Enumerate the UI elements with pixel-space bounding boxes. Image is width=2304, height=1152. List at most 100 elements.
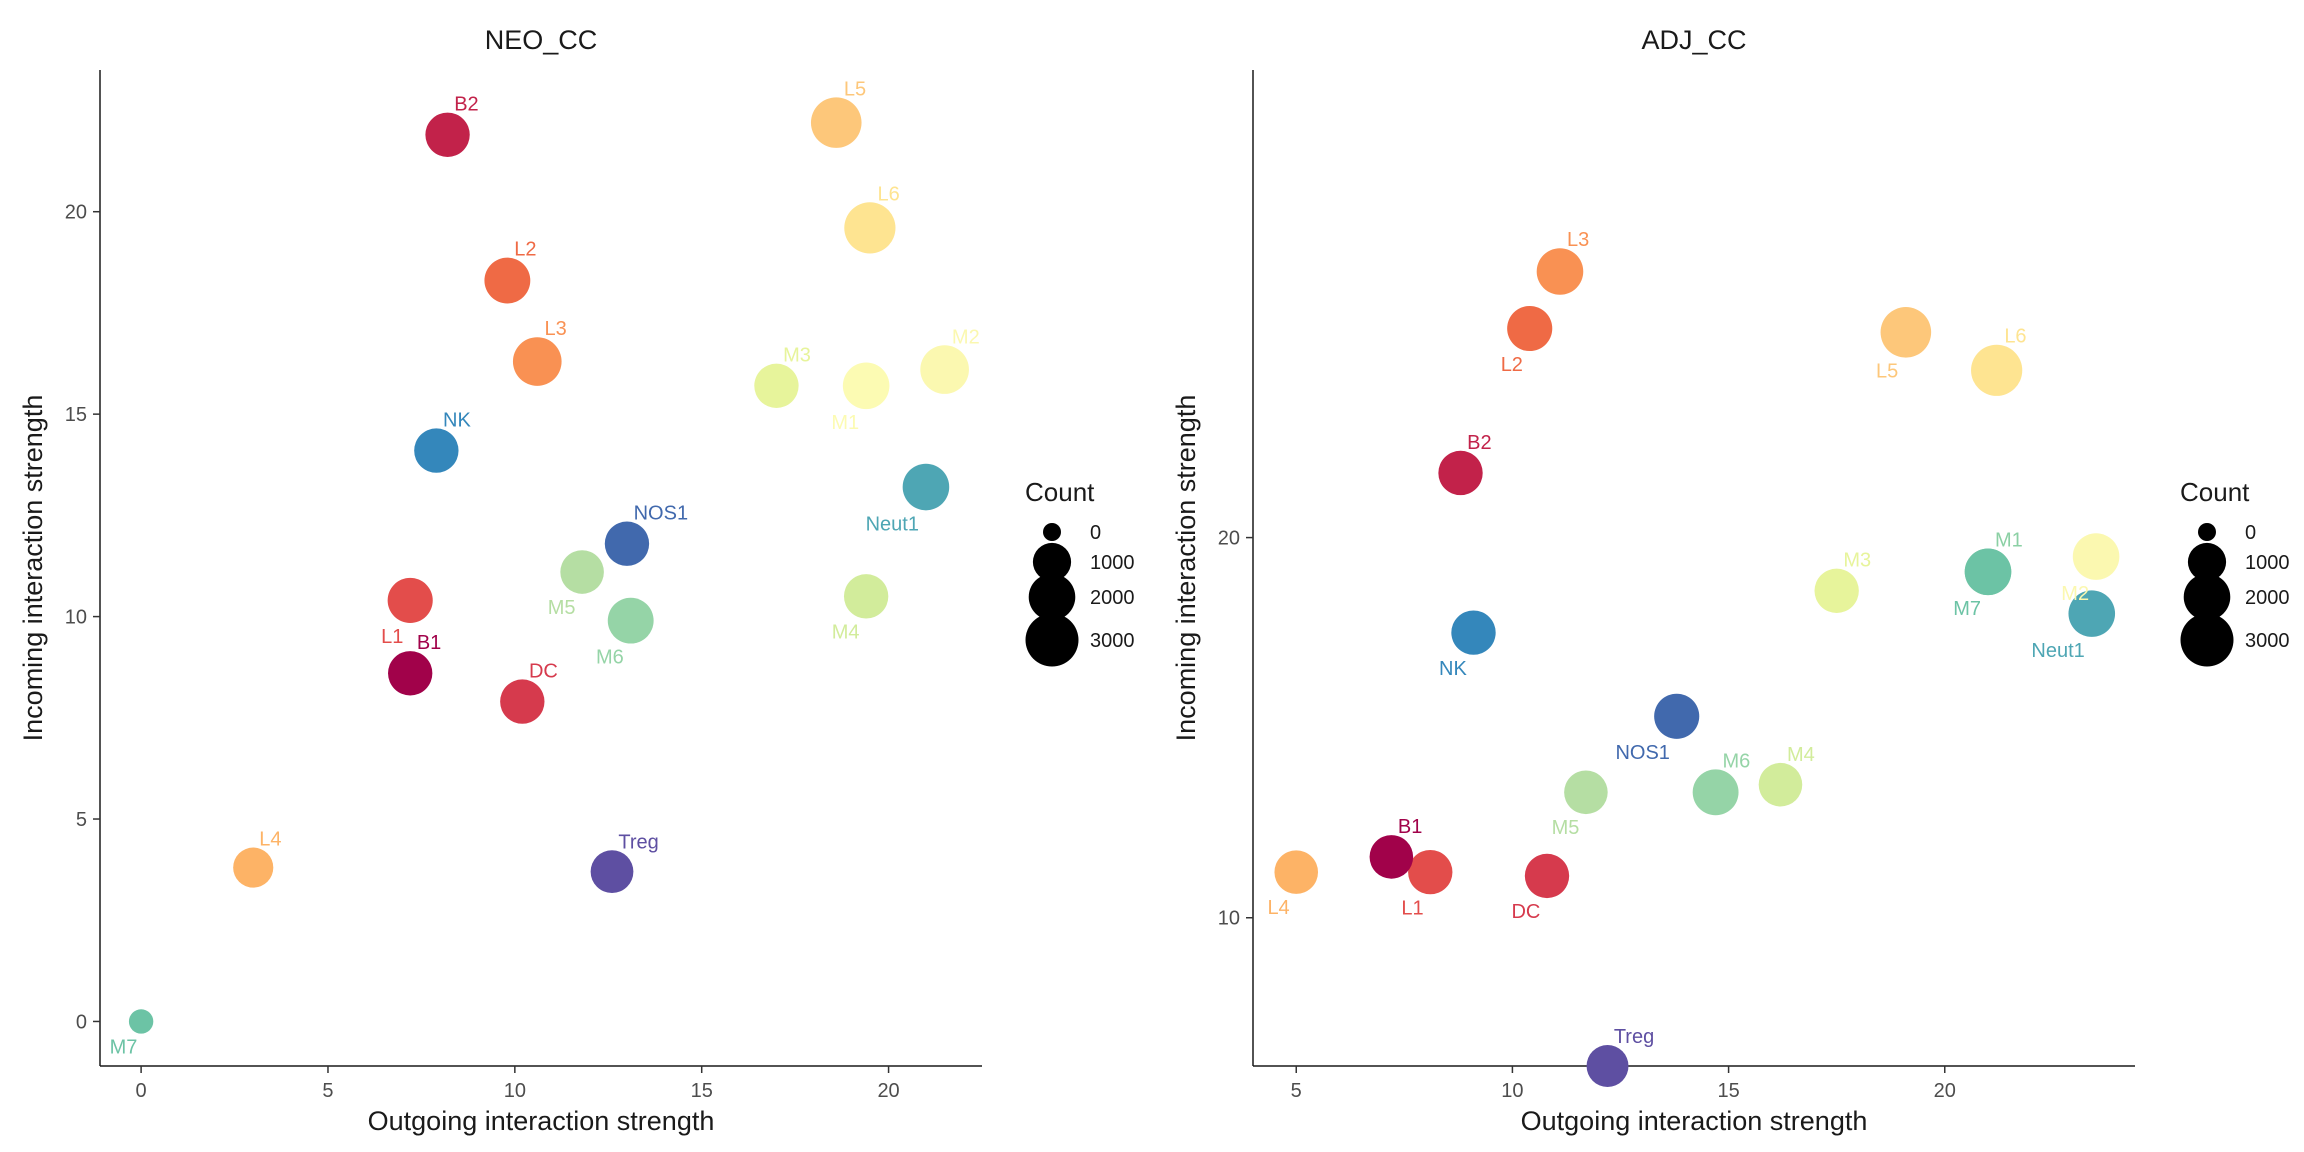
legend-key — [1028, 573, 1076, 621]
data-point — [1408, 849, 1453, 895]
data-point — [388, 651, 433, 696]
x-tick-label: 15 — [691, 1080, 713, 1102]
x-tick-label: 15 — [1717, 1080, 1739, 1102]
legend-key — [1025, 613, 1079, 667]
point-label: M5 — [1552, 817, 1580, 839]
legend-label: 0 — [2245, 522, 2256, 544]
legend-label: 0 — [1090, 522, 1101, 544]
point-label: NOS1 — [634, 503, 688, 525]
x-tick-label: 10 — [1501, 1080, 1523, 1102]
point-label: M7 — [1953, 598, 1981, 620]
x-tick-label: 0 — [136, 1080, 147, 1102]
data-point — [842, 362, 890, 410]
point-label: DC — [529, 660, 558, 682]
data-point — [1507, 305, 1553, 352]
data-point — [1814, 568, 1859, 613]
y-tick-label: 5 — [76, 809, 87, 831]
point-label: M5 — [548, 597, 576, 619]
point-label: L3 — [1567, 229, 1589, 251]
point-label: DC — [1511, 901, 1540, 923]
data-point — [233, 847, 274, 888]
point-label: M7 — [110, 1037, 138, 1059]
data-point — [604, 521, 650, 566]
data-point — [590, 850, 634, 894]
data-point — [128, 1009, 154, 1034]
data-point — [2072, 533, 2120, 580]
point-label: M4 — [832, 622, 860, 644]
point-label: NK — [1439, 658, 1467, 680]
data-point — [484, 257, 531, 304]
panel-adj-cc: ADJ_CC 5 10 15 20 10 20 Outgoing interaction st… — [1171, 25, 2290, 1136]
point-label: NK — [443, 409, 471, 431]
data-point — [1758, 762, 1803, 807]
panel-title: NEO_CC — [485, 25, 598, 55]
panel-title: ADJ_CC — [1641, 25, 1746, 55]
y-tick-label: 10 — [65, 607, 87, 629]
legend-key — [2187, 542, 2227, 582]
point-label: L1 — [381, 626, 403, 648]
point-label: NOS1 — [1615, 742, 1669, 764]
point-label: L3 — [545, 318, 567, 340]
data-point — [1692, 769, 1739, 816]
legend-key — [2183, 573, 2231, 621]
point-label: B1 — [1398, 816, 1422, 838]
point-label: L5 — [1876, 361, 1898, 383]
data-point — [843, 574, 889, 619]
point-label: M6 — [596, 647, 624, 669]
data-point — [1369, 835, 1414, 879]
data-point — [512, 337, 562, 386]
y-axis-title: Incoming interaction strength — [18, 395, 48, 742]
point-label: B2 — [454, 94, 478, 116]
point-label: L2 — [514, 239, 536, 261]
data-point — [1971, 344, 2023, 396]
data-point — [920, 345, 969, 394]
point-label: M2 — [952, 326, 980, 348]
legend-key — [1043, 523, 1061, 541]
y-tick-label: 20 — [1218, 528, 1240, 550]
data-point — [1654, 693, 1700, 739]
legend-key — [2198, 523, 2216, 541]
x-tick-label: 5 — [322, 1080, 333, 1102]
x-tick-label: 5 — [1291, 1080, 1302, 1102]
x-tick-label: 20 — [1934, 1080, 1956, 1102]
point-label: M1 — [1995, 530, 2023, 552]
x-tick-label: 20 — [877, 1080, 899, 1102]
point-label: Treg — [618, 831, 658, 853]
point-label: L4 — [259, 829, 281, 851]
data-point — [844, 202, 896, 254]
data-point — [387, 577, 433, 623]
data-point — [1451, 610, 1496, 655]
point-label: M1 — [831, 412, 859, 434]
data-point — [607, 597, 654, 644]
data-point — [1438, 450, 1483, 496]
point-label: L4 — [1267, 897, 1289, 919]
x-tick-label: 10 — [504, 1080, 526, 1102]
point-label: L6 — [2004, 326, 2026, 348]
legend-label: 1000 — [2245, 552, 2290, 574]
point-label: B1 — [417, 632, 441, 654]
data-point — [754, 363, 799, 408]
legend-label: 2000 — [2245, 587, 2290, 609]
point-label: M4 — [1787, 744, 1815, 766]
panel-neo-cc: NEO_CC 0 5 10 15 20 0 5 10 15 20 Outgoing interacti… — [18, 25, 1135, 1136]
legend-label: 3000 — [2245, 630, 2290, 652]
point-label: Neut1 — [2031, 640, 2084, 662]
legend-key — [2180, 613, 2234, 667]
data-point — [1274, 850, 1319, 894]
size-legend: Count 0 1000 2000 3000 — [2180, 477, 2290, 667]
point-label: M3 — [783, 345, 811, 367]
y-tick-label: 15 — [65, 404, 87, 426]
point-label: Neut1 — [866, 513, 919, 535]
point-label: L6 — [878, 183, 900, 205]
data-point — [1564, 770, 1608, 815]
legend-title: Count — [1025, 477, 1095, 507]
data-point — [425, 112, 470, 157]
legend-title: Count — [2180, 477, 2250, 507]
point-label: Treg — [1614, 1026, 1654, 1048]
legend-key — [1032, 542, 1072, 582]
data-point — [500, 679, 545, 724]
point-label: B2 — [1467, 432, 1491, 454]
data-point — [560, 550, 604, 594]
y-tick-label: 10 — [1218, 908, 1240, 930]
